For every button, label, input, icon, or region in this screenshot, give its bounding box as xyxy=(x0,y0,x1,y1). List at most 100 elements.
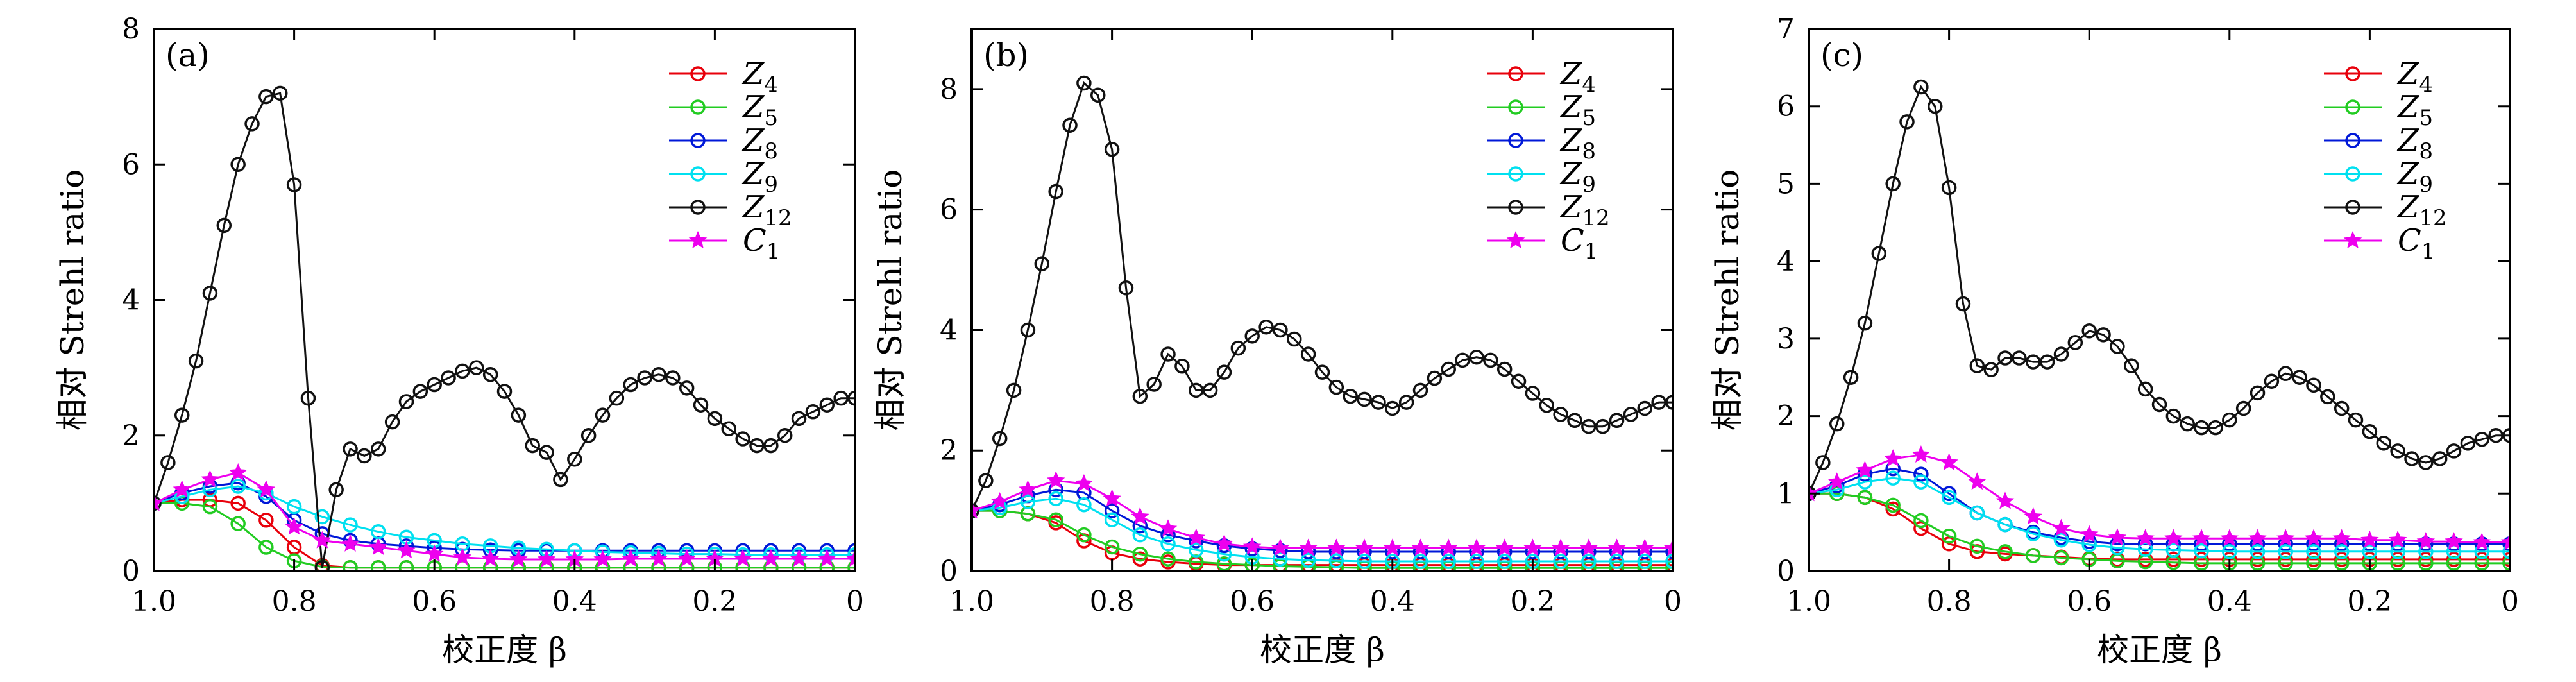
data-point-Z12 xyxy=(1174,359,1190,374)
data-point-Z9 xyxy=(2026,526,2041,541)
data-point-Z5 xyxy=(1132,546,1148,562)
data-point-C1 xyxy=(397,541,416,559)
data-point-Z12 xyxy=(2194,420,2209,436)
data-point-Z12 xyxy=(1343,388,1358,404)
data-point-C1 xyxy=(1187,528,1205,546)
x-tick-label: 0 xyxy=(846,585,864,618)
x-tick-label: 0.2 xyxy=(2347,585,2392,618)
data-point-Z12 xyxy=(357,448,372,464)
legend-label: Z9 xyxy=(2396,156,2433,198)
data-point-Z12 xyxy=(1927,98,1943,114)
data-point-Z12 xyxy=(1090,87,1106,103)
data-point-C1 xyxy=(972,501,981,519)
data-point-C1 xyxy=(154,493,164,511)
data-point-C1 xyxy=(2164,529,2183,547)
data-point-Z12 xyxy=(154,495,162,511)
data-point-C1 xyxy=(2276,529,2295,547)
data-point-Z12 xyxy=(2081,323,2097,339)
data-point-Z5 xyxy=(1244,557,1260,571)
data-point-Z9 xyxy=(1857,474,1873,490)
legend-label: Z4 xyxy=(2396,56,2433,98)
data-point-Z12 xyxy=(2502,428,2510,443)
series-Z5 xyxy=(1809,486,2510,571)
data-point-C1 xyxy=(1131,507,1149,525)
legend-label: Z4 xyxy=(1559,56,1596,98)
y-tick-label: 6 xyxy=(1777,90,1795,123)
data-point-Z12 xyxy=(623,377,638,393)
chart-panel-3: 1.0 0.8 0.6 0.4 0.2 0 0 1 2 3 4 5 6 7 校正度 β 相对 Strehl r… xyxy=(1709,13,2519,669)
data-point-Z9 xyxy=(1132,527,1148,543)
data-point-Z12 xyxy=(160,455,176,470)
data-point-C1 xyxy=(1355,538,1374,556)
data-point-Z12 xyxy=(1189,382,1204,398)
data-point-Z9 xyxy=(1553,554,1568,569)
series-Z5 xyxy=(154,495,855,571)
x-tick-label: 0.8 xyxy=(1927,585,1972,618)
plot-frame xyxy=(970,28,1674,572)
data-point-Z9 xyxy=(2250,544,2266,559)
data-point-Z5 xyxy=(2334,556,2350,571)
legend-marker xyxy=(2345,133,2360,148)
legend-label: Z12 xyxy=(1559,189,1610,231)
panel-label: (a) xyxy=(165,37,210,74)
data-point-C1 xyxy=(509,550,528,568)
data-point-Z12 xyxy=(496,384,513,399)
data-point-Z9 xyxy=(2137,541,2153,557)
legend-entry-Z8: Z8 xyxy=(1487,123,1596,164)
data-point-C1 xyxy=(1215,534,1233,552)
data-point-C1 xyxy=(173,480,191,498)
series-C1 xyxy=(972,471,1673,556)
data-point-Z12 xyxy=(1328,379,1344,395)
data-point-Z9 xyxy=(1665,554,1673,569)
legend-entry-C1: C1 xyxy=(1487,223,1598,264)
legend-entry-Z12: Z12 xyxy=(1487,189,1610,231)
data-point-Z12 xyxy=(2039,354,2055,370)
legend-label: C1 xyxy=(2398,223,2435,264)
data-point-Z12 xyxy=(2474,432,2490,447)
data-point-Z12 xyxy=(1539,398,1555,413)
data-point-Z12 xyxy=(384,414,400,430)
legend-marker xyxy=(1508,200,1523,215)
data-point-Z9 xyxy=(1969,505,1985,521)
legend-entry-Z4: Z4 xyxy=(669,56,778,98)
data-point-Z12 xyxy=(539,445,554,460)
data-point-Z12 xyxy=(398,394,414,409)
data-point-C1 xyxy=(1911,445,1931,463)
legend-entry-Z5: Z5 xyxy=(1487,89,1596,131)
data-point-Z12 xyxy=(1258,320,1274,335)
data-point-Z9 xyxy=(2502,544,2510,559)
data-point-Z12 xyxy=(2264,373,2280,389)
data-point-Z12 xyxy=(665,370,681,386)
legend-marker xyxy=(1508,99,1523,115)
data-point-Z12 xyxy=(230,157,246,172)
data-point-Z12 xyxy=(679,380,695,396)
data-point-C1 xyxy=(2108,528,2127,546)
data-point-Z12 xyxy=(1132,388,1148,404)
data-point-Z12 xyxy=(1843,370,1859,385)
data-point-Z5 xyxy=(202,499,218,515)
series-Z4 xyxy=(1809,486,2510,567)
legend-marker xyxy=(2343,231,2362,249)
legend-label: Z12 xyxy=(741,189,792,231)
data-point-Z12 xyxy=(1623,407,1639,422)
data-point-Z12 xyxy=(707,411,723,427)
panel-label: (b) xyxy=(983,37,1029,74)
data-point-C1 xyxy=(1495,538,1514,556)
data-point-Z12 xyxy=(1118,280,1134,296)
data-point-Z12 xyxy=(1637,400,1653,416)
data-point-Z12 xyxy=(2446,443,2462,459)
series-line-Z5 xyxy=(972,509,1673,569)
data-point-Z5 xyxy=(2446,556,2462,571)
data-point-C1 xyxy=(425,544,444,562)
data-point-C1 xyxy=(761,549,781,567)
data-point-C1 xyxy=(2052,518,2071,536)
data-point-Z5 xyxy=(1969,538,1985,554)
data-point-C1 xyxy=(2304,529,2323,547)
data-point-Z5 xyxy=(1941,528,1957,544)
data-point-Z12 xyxy=(2362,423,2378,439)
data-point-Z5 xyxy=(1160,551,1176,567)
legend-entry-Z4: Z4 xyxy=(1487,56,1596,98)
